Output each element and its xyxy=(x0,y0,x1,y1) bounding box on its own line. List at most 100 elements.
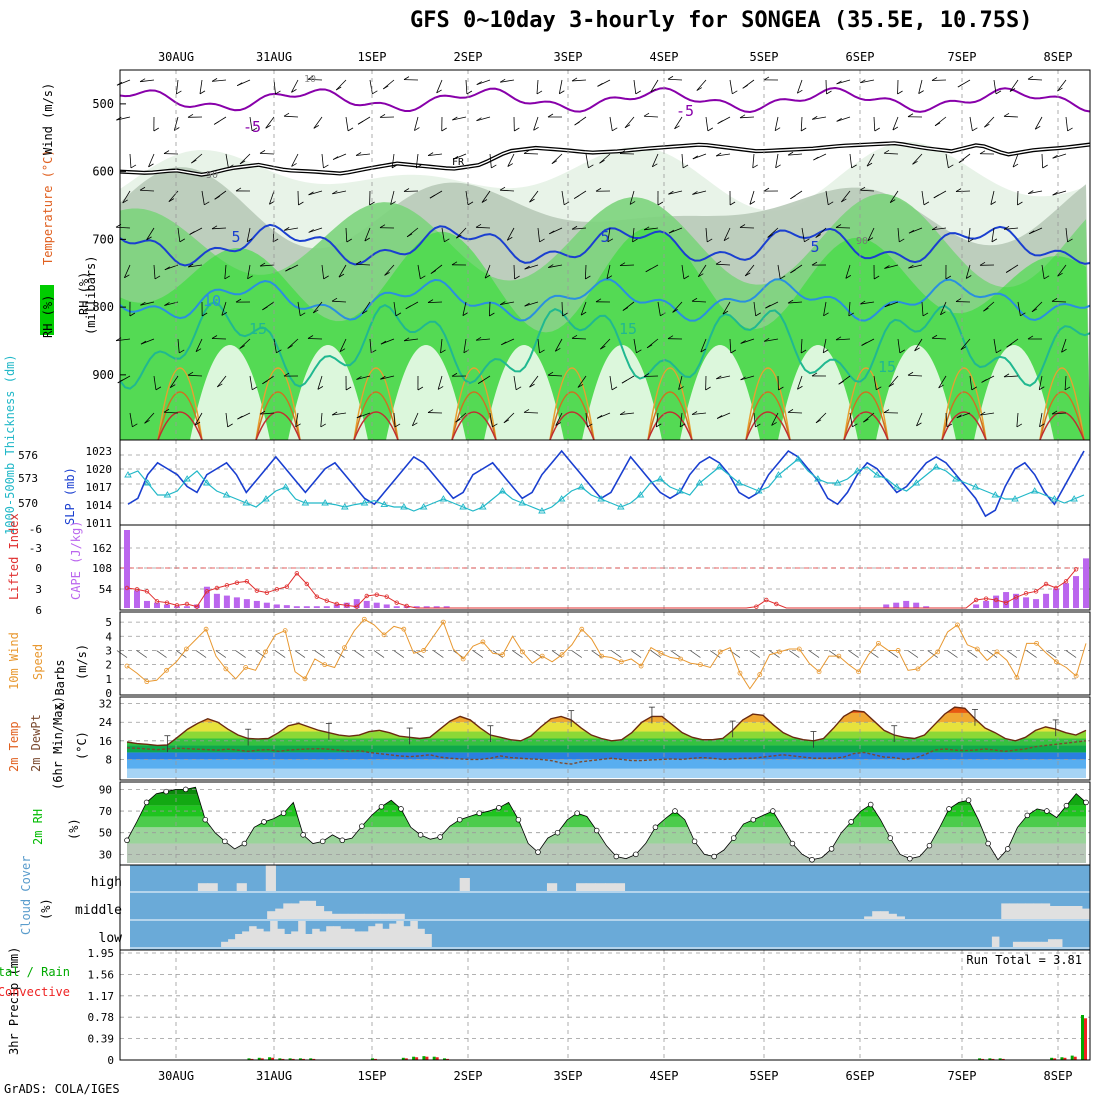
wind-barb xyxy=(908,264,923,269)
wind-barb xyxy=(212,79,227,82)
wind-barb xyxy=(356,153,371,156)
wind-barb-flag xyxy=(692,155,699,160)
wind-barb xyxy=(609,116,613,131)
wind-barb xyxy=(897,338,901,353)
wind-barb-flag xyxy=(643,373,650,377)
rh-line xyxy=(126,786,1087,861)
wind-barb-flag xyxy=(931,226,938,231)
wind-barb-flag xyxy=(379,224,386,229)
wind-barb xyxy=(308,190,323,196)
cloud-bar xyxy=(1012,941,1021,947)
rh-marker xyxy=(1004,846,1011,852)
wind10-barb xyxy=(373,650,385,658)
cape-bar xyxy=(153,602,160,608)
wind-barb xyxy=(533,116,539,131)
wind-barb xyxy=(744,264,755,277)
wind-barb-flag xyxy=(547,371,554,376)
cape-bar xyxy=(263,602,270,608)
wind-barb xyxy=(572,79,587,82)
wind-barb-flag xyxy=(800,127,807,132)
wind-barb-flag xyxy=(580,311,587,316)
cloud-bar xyxy=(1047,939,1056,947)
rh-band xyxy=(127,794,1086,806)
rh-marker xyxy=(907,855,913,862)
wind-barb-flag xyxy=(462,312,469,316)
wind-barb-flag xyxy=(427,409,434,413)
wind-barb-flag xyxy=(691,297,698,302)
wind10-barb xyxy=(176,650,187,658)
precip-tick-label: 0 xyxy=(107,1054,114,1067)
convective-bar xyxy=(1084,1018,1087,1060)
cape-bar xyxy=(253,600,260,608)
wind-barb xyxy=(739,227,755,229)
wind-barb-flag xyxy=(1035,125,1041,130)
rh-marker xyxy=(496,805,502,811)
wind-barb-flag xyxy=(291,89,297,93)
wind-barb xyxy=(465,190,469,205)
dry-plume xyxy=(876,345,956,440)
wind-barb xyxy=(788,153,803,156)
wind-barb xyxy=(308,227,323,233)
rh-marker xyxy=(652,824,659,831)
wind-barb-flag xyxy=(1029,230,1035,235)
wind-barb-flag xyxy=(430,270,437,274)
wind-barb-flag xyxy=(1003,225,1010,230)
convective-bar xyxy=(271,1057,275,1060)
cloud-bar xyxy=(595,883,606,891)
wind-barb-flag xyxy=(646,344,653,349)
cloud-bar xyxy=(1009,903,1018,919)
wind10-marker xyxy=(698,662,703,668)
cloud-bar xyxy=(277,928,285,947)
cloud-bar xyxy=(1025,903,1035,919)
wind-barb xyxy=(632,227,635,242)
wind-barb-flag xyxy=(800,349,807,354)
thickness-marker xyxy=(183,475,191,482)
wind-barb xyxy=(524,264,539,270)
cloud-bar xyxy=(1054,939,1063,947)
wind-barb-flag xyxy=(140,301,146,306)
wind-barb-flag xyxy=(912,160,918,165)
wind-barb-flag xyxy=(187,371,194,376)
cloud-axis-label: Cloud Cover xyxy=(19,856,33,935)
wind10-barb xyxy=(433,650,444,658)
wind-barb-flag xyxy=(715,152,722,157)
wind-barb xyxy=(836,116,851,122)
day-label-bottom: 4SEP xyxy=(650,1069,679,1083)
wind-barb-flag xyxy=(1064,386,1071,391)
thickness-marker xyxy=(853,467,862,474)
wind-barb-flag xyxy=(899,238,905,243)
wind-barb xyxy=(667,78,683,81)
cape-bar xyxy=(273,604,280,608)
wind-barb xyxy=(507,153,515,167)
wind-barb-flag xyxy=(645,268,651,273)
day-label-bottom: 8SEP xyxy=(1044,1069,1073,1083)
convective-bar xyxy=(415,1057,419,1060)
wind-barb-flag xyxy=(667,335,674,340)
thickness-marker xyxy=(163,491,172,498)
wind-barb xyxy=(456,227,467,239)
rain-bar xyxy=(998,1058,1002,1060)
wind10-marker xyxy=(539,653,545,659)
wind10-barb xyxy=(354,650,365,658)
wind-barb-flag xyxy=(507,163,513,167)
wind10-barb xyxy=(907,650,919,658)
wind-barb-flag xyxy=(499,186,506,191)
wind-barb xyxy=(523,412,539,414)
cloud-bar xyxy=(380,913,389,919)
wind-barb-flag xyxy=(514,127,520,132)
wind10-barb xyxy=(255,650,266,658)
cape-bar xyxy=(1013,593,1020,608)
cloud-bar xyxy=(307,900,317,919)
wind-barb-flag xyxy=(948,164,954,169)
wind-barb-flag xyxy=(440,349,446,354)
wind-axis-label: Wind (m/s) xyxy=(41,83,55,155)
wind-barb-flag xyxy=(211,78,218,82)
wind10-barb xyxy=(235,650,246,658)
rh-marker xyxy=(554,829,561,836)
wind-barb xyxy=(873,116,876,132)
wind-barb-flag xyxy=(739,224,746,228)
wind-barb-flag xyxy=(883,409,890,413)
cloud-bar xyxy=(1033,903,1043,919)
wind-barb xyxy=(355,263,371,266)
wind-barb xyxy=(122,190,131,204)
